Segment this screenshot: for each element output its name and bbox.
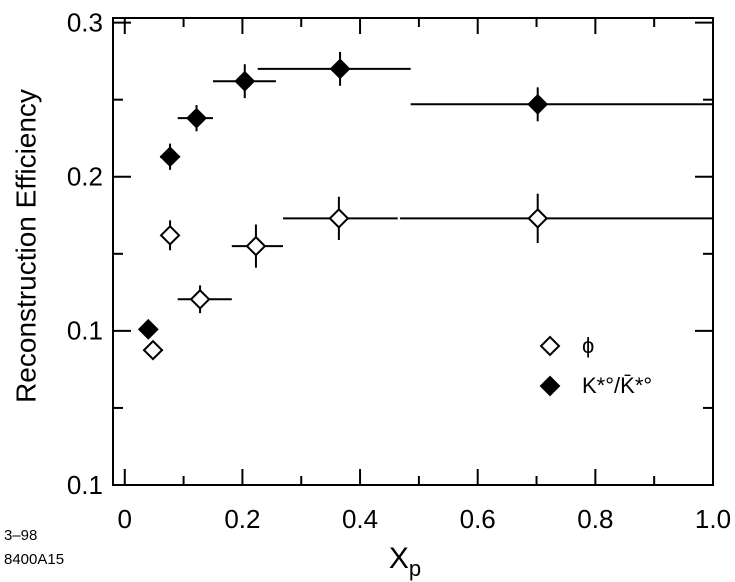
point xyxy=(328,207,350,229)
point xyxy=(329,58,351,80)
point xyxy=(527,207,549,229)
x-tick-label: 0 xyxy=(118,504,132,534)
note: 3–98 xyxy=(4,527,37,544)
legend-marker xyxy=(539,335,561,357)
y-tick-label: 0.3 xyxy=(67,7,103,37)
legend-marker xyxy=(539,375,561,397)
y-tick-label: 0.1 xyxy=(67,470,103,500)
note: 8400A15 xyxy=(4,551,64,568)
x-axis-label: Xp xyxy=(389,542,421,581)
x-tick-label: 0.6 xyxy=(460,504,496,534)
y-axis-label: Reconstruction Efficiency xyxy=(10,89,41,403)
x-tick-label: 0.2 xyxy=(224,504,260,534)
point xyxy=(189,288,211,310)
point xyxy=(186,107,207,129)
point xyxy=(234,70,256,92)
x-tick-label: 1.0 xyxy=(695,504,731,534)
legend-label: ϕ xyxy=(582,333,594,358)
point xyxy=(159,146,181,168)
point xyxy=(142,339,164,361)
x-tick-label: 0.8 xyxy=(577,504,613,534)
point xyxy=(527,93,549,115)
y-tick-label: 0.1 xyxy=(67,316,103,346)
x-axis-label-sub: p xyxy=(409,556,421,581)
legend-label: K*°/K̄*° xyxy=(582,373,652,398)
x-tick-label: 0.4 xyxy=(342,504,378,534)
y-tick-label: 0.2 xyxy=(67,162,103,192)
point xyxy=(159,224,181,246)
point xyxy=(245,235,267,257)
plot-frame xyxy=(112,17,714,486)
x-axis-label-main: X xyxy=(389,542,409,575)
point xyxy=(137,318,159,340)
